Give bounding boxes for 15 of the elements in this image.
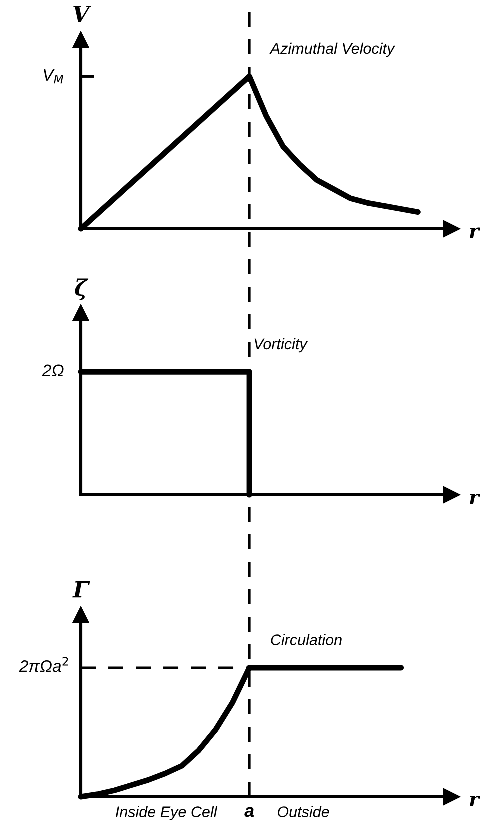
series-label: Azimuthal Velocity bbox=[270, 42, 396, 58]
y-axis-title: V bbox=[74, 6, 92, 22]
x-axis-title: r bbox=[470, 494, 480, 504]
series-label: Vorticity bbox=[254, 338, 308, 353]
text: V$_{M}$ bbox=[44, 69, 64, 84]
y-axis-title: ζ bbox=[75, 278, 89, 300]
text: Inside Eye Cell bbox=[116, 806, 218, 820]
x-axis-title: r bbox=[470, 228, 480, 238]
text: Outside bbox=[278, 806, 330, 818]
series-label: Circulation bbox=[271, 634, 342, 646]
y-axis-title: Γ bbox=[72, 581, 90, 598]
ref-line-label: 2πΩa$^{2}$ bbox=[19, 657, 68, 672]
text: 2Ω bbox=[42, 364, 64, 376]
text: a bbox=[244, 807, 254, 818]
x-axis-title: r bbox=[470, 796, 480, 806]
